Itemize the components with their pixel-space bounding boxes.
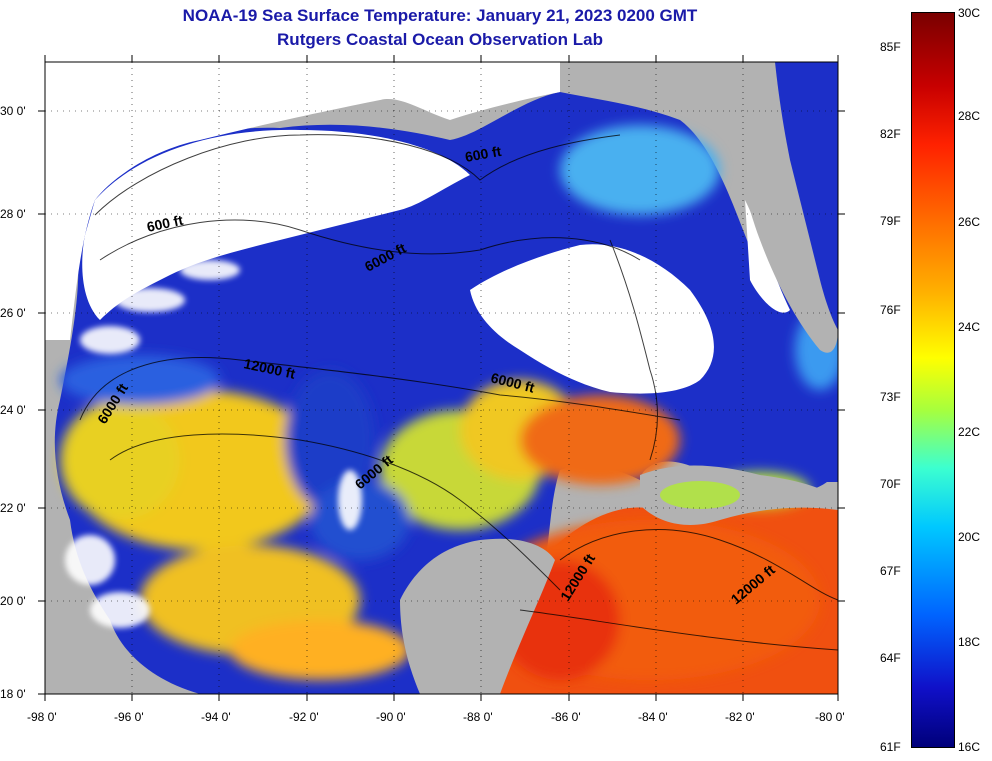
lon-label-98: -98 0' — [27, 710, 57, 724]
colorbar-c-26: 26C — [958, 215, 981, 229]
colorbar-c-18: 18C — [958, 635, 981, 649]
colorbar-c-20: 20C — [958, 530, 981, 544]
florida-water-edge — [775, 62, 838, 330]
colorbar-f-73: 73F — [880, 390, 901, 404]
lat-label-26: 26 0' — [0, 306, 26, 320]
colorbar-f-64: 64F — [880, 651, 901, 665]
lon-label-96: -96 0' — [114, 710, 144, 724]
lon-label-92: -92 0' — [289, 710, 319, 724]
lat-label-24: 24 0' — [0, 403, 26, 417]
colorbar-f-76: 76F — [880, 303, 901, 317]
lon-label-88: -88 0' — [463, 710, 493, 724]
colorbar-c-30: 30C — [958, 6, 981, 20]
colorbar-f-82: 82F — [880, 127, 901, 141]
lat-label-22: 22 0' — [0, 501, 26, 515]
temperature-colorbar — [911, 12, 955, 748]
lon-label-94: -94 0' — [201, 710, 231, 724]
contour-label-600-west: 600 ft — [145, 212, 184, 235]
map-frame — [44, 61, 839, 695]
lat-lon-grid — [45, 62, 838, 694]
lon-label-82: -82 0' — [725, 710, 755, 724]
bathymetry-contours — [79, 134, 838, 651]
colorbar-f-70: 70F — [880, 477, 901, 491]
colorbar-c-22: 22C — [958, 425, 981, 439]
colorbar-c-24: 24C — [958, 320, 981, 334]
colorbar-c-16: 16C — [958, 740, 981, 754]
cloud-cover — [45, 62, 790, 394]
colorbar-f-67: 67F — [880, 564, 901, 578]
lon-label-80: -80 0' — [815, 710, 845, 724]
lat-label-28: 28 0' — [0, 207, 26, 221]
colorbar-f-79: 79F — [880, 214, 901, 228]
lat-label-20: 20 0' — [0, 594, 26, 608]
axis-ticks — [38, 55, 845, 701]
lon-label-84: -84 0' — [638, 710, 668, 724]
lon-label-86: -86 0' — [551, 710, 581, 724]
yucatan-land — [400, 538, 555, 694]
colorbar-c-28: 28C — [958, 109, 981, 123]
contour-label-600-east: 600 ft — [464, 143, 503, 165]
colorbar-f-61: 61F — [880, 740, 901, 754]
map-subtitle: Rutgers Coastal Ocean Observation Lab — [277, 30, 603, 49]
lat-label-18: 18 0' — [0, 687, 26, 701]
colorbar-f-85: 85F — [880, 40, 901, 54]
map-title: NOAA-19 Sea Surface Temperature: January… — [182, 6, 698, 25]
lon-label-90: -90 0' — [376, 710, 406, 724]
lat-label-30: 30 0' — [0, 104, 26, 118]
